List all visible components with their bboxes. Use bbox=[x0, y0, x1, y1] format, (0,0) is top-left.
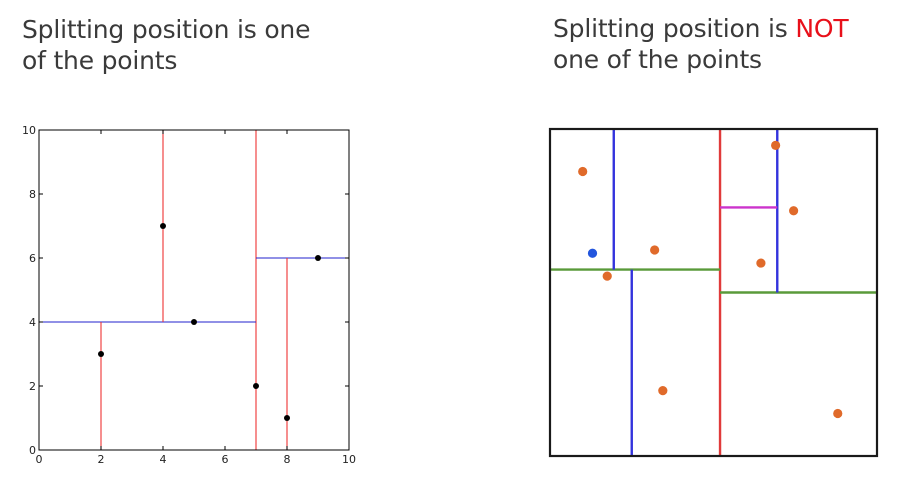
x-tick-label: 2 bbox=[98, 453, 105, 466]
diagram-frame bbox=[548, 127, 879, 458]
y-tick-label: 10 bbox=[22, 124, 36, 137]
left-title-line-2: of the points bbox=[22, 46, 178, 75]
diagram-point-3 bbox=[650, 245, 660, 255]
diagram-point-5 bbox=[756, 258, 766, 268]
plot-frame bbox=[38, 129, 350, 451]
x-tick-label: 0 bbox=[36, 453, 43, 466]
y-tick-label: 0 bbox=[29, 444, 36, 457]
right-title-line-1: Splitting position is NOT bbox=[553, 13, 849, 44]
y-tick-label: 4 bbox=[29, 316, 36, 329]
diagram-point-4 bbox=[658, 386, 668, 396]
left-title-line-1: Splitting position is one bbox=[22, 15, 311, 44]
diagram-point-7 bbox=[789, 206, 799, 216]
x-tick-label: 8 bbox=[284, 453, 291, 466]
right-title-prefix: Splitting position is bbox=[553, 14, 796, 43]
x-tick-label: 4 bbox=[160, 453, 167, 466]
x-tick-label: 10 bbox=[342, 453, 356, 466]
diagram-point-8 bbox=[833, 408, 843, 419]
data-point-3 bbox=[253, 383, 259, 389]
diagram-point-1 bbox=[587, 248, 598, 258]
diagram-point-2 bbox=[602, 271, 612, 281]
right-panel-title: Splitting position is NOT one of the poi… bbox=[553, 13, 849, 75]
diagram-point-6 bbox=[771, 140, 781, 150]
left-panel-title: Splitting position is one of the points bbox=[22, 14, 310, 76]
y-tick-label: 2 bbox=[29, 380, 36, 393]
data-point-1 bbox=[160, 223, 166, 229]
right-title-accent: NOT bbox=[795, 14, 849, 43]
right-title-line-2: one of the points bbox=[553, 45, 762, 74]
diagram-point-0 bbox=[578, 166, 588, 177]
x-tick-label: 6 bbox=[222, 453, 229, 466]
data-point-5 bbox=[315, 255, 321, 261]
y-tick-label: 6 bbox=[29, 252, 36, 265]
data-point-2 bbox=[191, 319, 197, 325]
data-point-4 bbox=[284, 415, 290, 421]
y-tick-label: 8 bbox=[29, 188, 36, 201]
data-point-0 bbox=[98, 351, 104, 357]
